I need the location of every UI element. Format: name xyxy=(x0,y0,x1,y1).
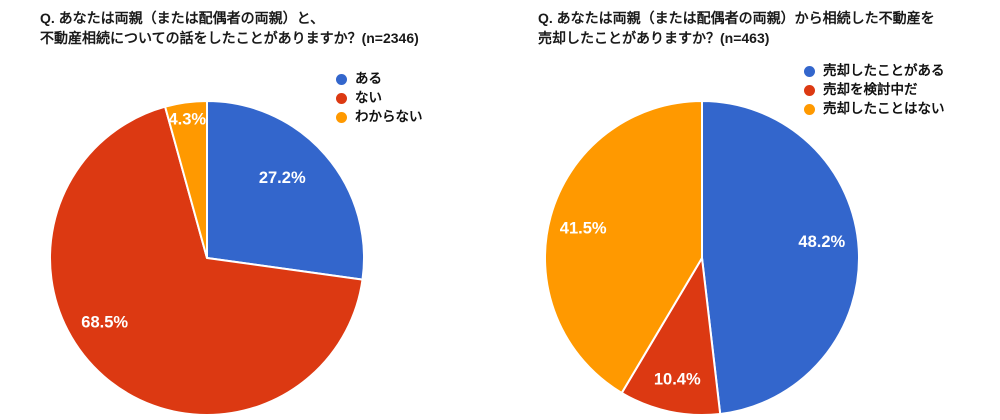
legend-label: 売却を検討中だ xyxy=(823,82,918,98)
legend-label: 売却したことはない xyxy=(823,101,945,117)
chart-title-right-line1: Q. あなたは両親（または配偶者の両親）から相続した不動産を xyxy=(538,10,935,26)
legend-item: ない xyxy=(336,90,423,106)
chart-title-right: Q. あなたは両親（または配偶者の両親）から相続した不動産を 売却したことがあり… xyxy=(538,8,935,49)
pie-slice-percentage-label: 48.2% xyxy=(798,233,845,251)
legend-label: ある xyxy=(355,71,382,86)
legend-label: わからない xyxy=(355,109,423,125)
pie-slice xyxy=(701,100,860,415)
legend-label: 売却したことがある xyxy=(823,63,945,78)
chart-title-left-line2: 不動産相続についての話をしたことがありますか？(n=2346) xyxy=(40,30,419,47)
legend-swatch-orange-icon xyxy=(336,111,347,123)
legend-item: ある xyxy=(336,71,423,87)
legend-swatch-blue-icon xyxy=(804,65,815,77)
legend-item: 売却したことがある xyxy=(804,63,945,79)
pie-chart-left: 27.2% 68.5% 4.3% xyxy=(49,100,365,416)
pie-slice-percentage-label: 4.3% xyxy=(169,111,207,129)
pie-slice-percentage-label: 41.5% xyxy=(560,219,607,237)
legend-item: わからない xyxy=(336,109,423,125)
chart-title-left: Q. あなたは両親（または配偶者の両親）と、 不動産相続についての話をしたことが… xyxy=(40,8,419,49)
legend-right: 売却したことがある 売却を検討中だ 売却したことはない xyxy=(804,63,945,118)
legend-swatch-red-icon xyxy=(804,84,815,96)
legend-item: 売却を検討中だ xyxy=(804,82,945,98)
pie-slice-percentage-label: 10.4% xyxy=(654,371,701,389)
pie-slice xyxy=(164,100,208,259)
pie-slice xyxy=(620,257,722,416)
chart-title-right-line2: 売却したことがありますか？(n=463) xyxy=(538,30,770,47)
legend-label: ない xyxy=(355,90,382,106)
legend-swatch-red-icon xyxy=(336,92,347,104)
pie-chart-right: 48.2% 10.4% 41.5% xyxy=(544,100,860,416)
legend-item: 売却したことはない xyxy=(804,101,945,117)
pie-slice xyxy=(206,100,365,281)
legend-swatch-blue-icon xyxy=(336,73,347,85)
pie-slice xyxy=(49,105,364,416)
legend-swatch-orange-icon xyxy=(804,103,815,115)
pie-slice-percentage-label: 27.2% xyxy=(259,169,306,187)
pie-slice xyxy=(544,100,703,394)
pie-slice-percentage-label: 68.5% xyxy=(81,313,128,331)
legend-left: ある ない わからない xyxy=(336,71,423,126)
chart-title-left-line1: Q. あなたは両親（または配偶者の両親）と、 xyxy=(40,10,325,26)
